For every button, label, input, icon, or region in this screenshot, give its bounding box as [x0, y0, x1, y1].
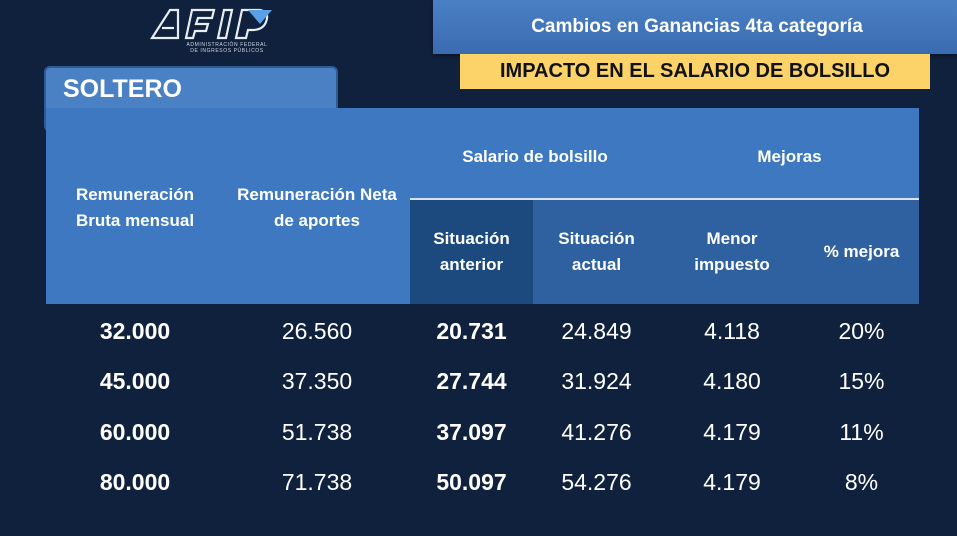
cell-neta: 26.560: [281, 317, 353, 344]
cell-pct: 15%: [838, 367, 885, 394]
col-header-pct: % mejora: [804, 200, 919, 304]
col-header-menor-label: Menor impuesto: [694, 229, 770, 274]
col-header-neta: Remuneración Neta de aportes: [224, 148, 410, 268]
cell-pct: 11%: [839, 418, 884, 445]
cell-neta: 37.350: [281, 367, 353, 394]
cell-neta: 71.738: [281, 468, 353, 495]
cell-pct: 8%: [844, 468, 879, 495]
cell-actual: 54.276: [561, 468, 632, 495]
cell-menor: 4.179: [703, 418, 761, 445]
subheader-band: [533, 200, 919, 304]
cell-menor: 4.118: [704, 317, 760, 344]
header-divider: [410, 198, 919, 200]
page-title: Cambios en Ganancias 4ta categoría: [531, 16, 863, 37]
cell-anterior: 27.744: [436, 367, 507, 394]
col-header-actual-label: Situación actual: [558, 229, 635, 274]
col-header-actual: Situación actual: [533, 200, 660, 304]
table-row: 32.000 26.560 20.731 24.849 4.118 20%: [46, 311, 919, 351]
table-header: Remuneración Bruta mensual Remuneración …: [46, 108, 919, 304]
cell-bruta: 32.000: [99, 317, 171, 344]
group-header-mejoras: Mejoras: [660, 134, 919, 180]
logo-subtitle-line2: DE INGRESOS PÚBLICOS: [190, 48, 264, 54]
cell-neta: 51.738: [281, 418, 353, 445]
category-label: SOLTERO: [63, 75, 182, 103]
impact-banner: IMPACTO EN EL SALARIO DE BOLSILLO: [460, 54, 930, 89]
col-header-anterior: Situación anterior: [410, 200, 533, 304]
cell-anterior: 37.097: [436, 418, 507, 445]
cell-actual: 41.276: [561, 418, 632, 445]
cell-actual: 24.849: [561, 317, 632, 344]
table-row: 80.000 71.738 50.097 54.276 4.179 8%: [46, 462, 919, 502]
cell-menor: 4.179: [703, 468, 761, 495]
logo-subtitle-line1: ADMINISTRACIÓN FEDERAL: [186, 42, 268, 48]
cell-bruta: 60.000: [99, 418, 171, 445]
afip-logo-mark: [149, 8, 272, 40]
group-header-salario: Salario de bolsillo: [410, 134, 660, 180]
col-header-anterior-label: Situación anterior: [433, 229, 510, 274]
col-header-bruta-label: Remuneración Bruta mensual: [75, 185, 195, 230]
group-header-mejoras-label: Mejoras: [757, 147, 822, 166]
cell-anterior: 20.731: [436, 317, 507, 344]
afip-logo: ADMINISTRACIÓN FEDERAL DE INGRESOS PÚBLI…: [148, 6, 280, 54]
table-row: 45.000 37.350 27.744 31.924 4.180 15%: [46, 361, 919, 401]
col-header-neta-label: Remuneración Neta de aportes: [237, 185, 397, 230]
col-header-bruta: Remuneración Bruta mensual: [46, 148, 224, 268]
cell-anterior: 50.097: [436, 468, 507, 495]
cell-pct: 20%: [838, 317, 885, 344]
col-header-pct-label: % mejora: [823, 242, 900, 261]
cell-bruta: 80.000: [99, 468, 171, 495]
cell-menor: 4.180: [703, 367, 761, 394]
impact-label: IMPACTO EN EL SALARIO DE BOLSILLO: [499, 60, 891, 82]
group-header-salario-label: Salario de bolsillo: [462, 147, 608, 166]
cell-actual: 31.924: [561, 367, 632, 394]
col-header-menor: Menor impuesto: [660, 200, 804, 304]
cell-bruta: 45.000: [99, 367, 171, 394]
afip-logo-subtitle: ADMINISTRACIÓN FEDERAL DE INGRESOS PÚBLI…: [172, 42, 282, 54]
title-banner: Cambios en Ganancias 4ta categoría: [433, 0, 957, 54]
table-row: 60.000 51.738 37.097 41.276 4.179 11%: [46, 412, 919, 452]
